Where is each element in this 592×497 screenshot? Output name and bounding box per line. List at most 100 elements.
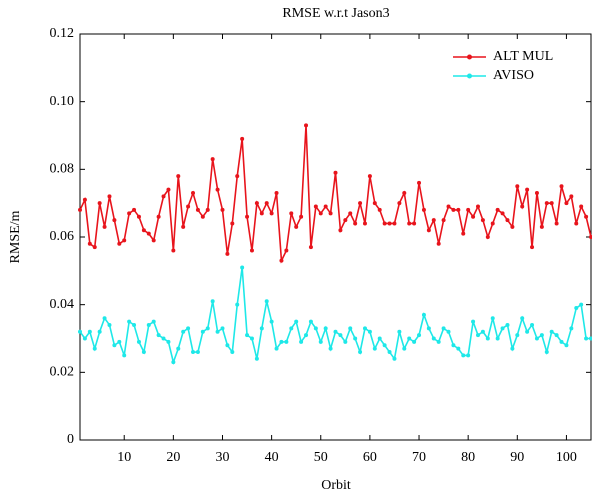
data-point	[127, 319, 132, 324]
data-point	[358, 201, 363, 206]
data-point	[97, 329, 102, 334]
data-point	[254, 356, 259, 361]
data-point	[235, 174, 240, 179]
data-point	[446, 329, 451, 334]
data-point	[510, 224, 515, 229]
data-point	[367, 329, 372, 334]
data-point	[387, 350, 392, 355]
data-point	[480, 218, 485, 223]
data-point	[141, 350, 146, 355]
data-point	[431, 218, 436, 223]
data-point	[446, 204, 451, 209]
data-point	[549, 329, 554, 334]
y-tick-label: 0.10	[50, 94, 75, 109]
data-point	[328, 211, 333, 216]
data-point	[544, 350, 549, 355]
data-point	[117, 241, 122, 246]
data-point	[584, 336, 589, 341]
data-point	[392, 221, 397, 226]
data-point	[362, 221, 367, 226]
data-point	[249, 336, 254, 341]
data-point	[171, 248, 176, 253]
data-point	[264, 201, 269, 206]
data-point	[338, 333, 343, 338]
data-point	[333, 329, 338, 334]
data-point	[564, 343, 569, 348]
data-point	[382, 343, 387, 348]
x-tick-label: 80	[461, 450, 475, 465]
data-point	[417, 180, 422, 185]
data-point	[166, 339, 171, 344]
data-point	[82, 197, 87, 202]
data-point	[284, 339, 289, 344]
x-tick-label: 50	[314, 450, 328, 465]
data-point	[530, 322, 535, 327]
data-point	[343, 218, 348, 223]
data-point	[191, 350, 196, 355]
data-point	[161, 194, 166, 199]
data-point	[264, 299, 269, 304]
data-point	[579, 302, 584, 307]
data-point	[441, 326, 446, 331]
data-point	[186, 204, 191, 209]
data-point	[461, 231, 466, 236]
x-tick-label: 20	[166, 450, 180, 465]
data-point	[431, 336, 436, 341]
data-point	[407, 221, 412, 226]
data-point	[205, 326, 210, 331]
data-point	[215, 187, 220, 192]
data-point	[78, 329, 82, 334]
data-point	[549, 201, 554, 206]
data-point	[318, 211, 323, 216]
data-point	[441, 218, 446, 223]
data-point	[505, 218, 510, 223]
data-point	[92, 346, 97, 351]
data-point	[382, 221, 387, 226]
data-point	[151, 319, 156, 324]
data-point	[279, 258, 284, 263]
legend-label: AVISO	[493, 68, 534, 83]
data-point	[156, 214, 161, 219]
data-point	[480, 329, 485, 334]
data-point	[490, 316, 495, 321]
data-point	[122, 238, 127, 243]
data-point	[210, 157, 215, 162]
x-tick-label: 100	[556, 450, 577, 465]
data-point	[475, 204, 480, 209]
data-point	[200, 329, 205, 334]
data-point	[136, 339, 141, 344]
data-point	[240, 136, 245, 141]
data-point	[102, 316, 107, 321]
data-point	[299, 214, 304, 219]
data-point	[348, 211, 353, 216]
data-point	[421, 312, 426, 317]
data-point	[520, 316, 525, 321]
data-point	[240, 265, 245, 270]
data-point	[544, 201, 549, 206]
y-tick-label: 0.02	[50, 365, 75, 380]
chart-title: RMSE w.r.t Jason3	[282, 6, 389, 21]
data-point	[426, 228, 431, 233]
data-point	[245, 214, 250, 219]
data-point	[308, 319, 313, 324]
data-point	[230, 350, 235, 355]
data-point	[200, 214, 205, 219]
data-point	[471, 214, 476, 219]
legend-marker	[467, 54, 472, 60]
data-point	[515, 184, 520, 189]
data-point	[117, 339, 122, 344]
data-point	[530, 245, 535, 250]
data-point	[569, 194, 574, 199]
data-point	[171, 360, 176, 365]
data-point	[525, 329, 530, 334]
data-point	[372, 201, 377, 206]
data-point	[412, 339, 417, 344]
data-point	[195, 207, 200, 212]
data-point	[579, 204, 584, 209]
data-point	[397, 201, 402, 206]
legend-marker	[467, 73, 472, 79]
data-point	[249, 248, 254, 253]
data-point	[146, 231, 151, 236]
data-point	[367, 174, 372, 179]
data-point	[358, 350, 363, 355]
